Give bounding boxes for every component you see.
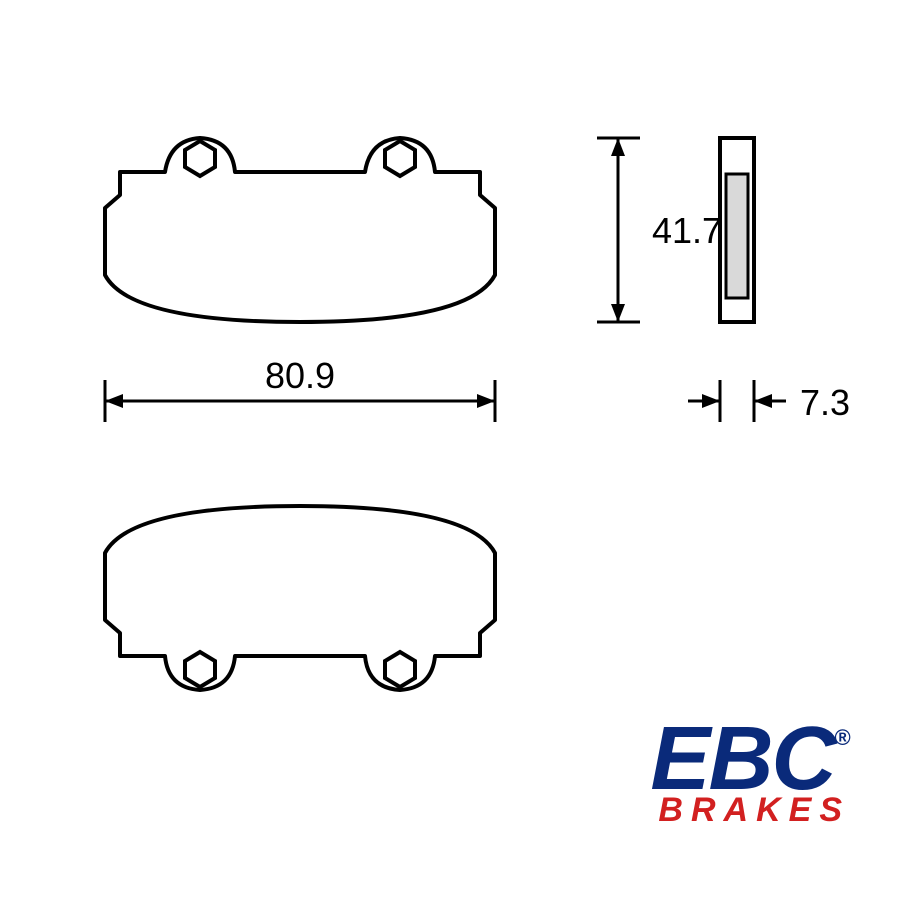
dim-thickness-label: 7.3 [800,382,850,424]
logo-main-text: EBC® [650,723,850,795]
ebc-logo: EBC® BRAKES [650,723,850,830]
diagram-canvas: 41.7 80.9 7.3 EBC® BRAKES [0,0,900,900]
logo-sub-text: BRAKES [650,791,850,830]
dim-width-label: 80.9 [265,355,335,397]
dim-height-label: 41.7 [652,210,722,252]
logo-registered-mark: ® [834,725,848,750]
